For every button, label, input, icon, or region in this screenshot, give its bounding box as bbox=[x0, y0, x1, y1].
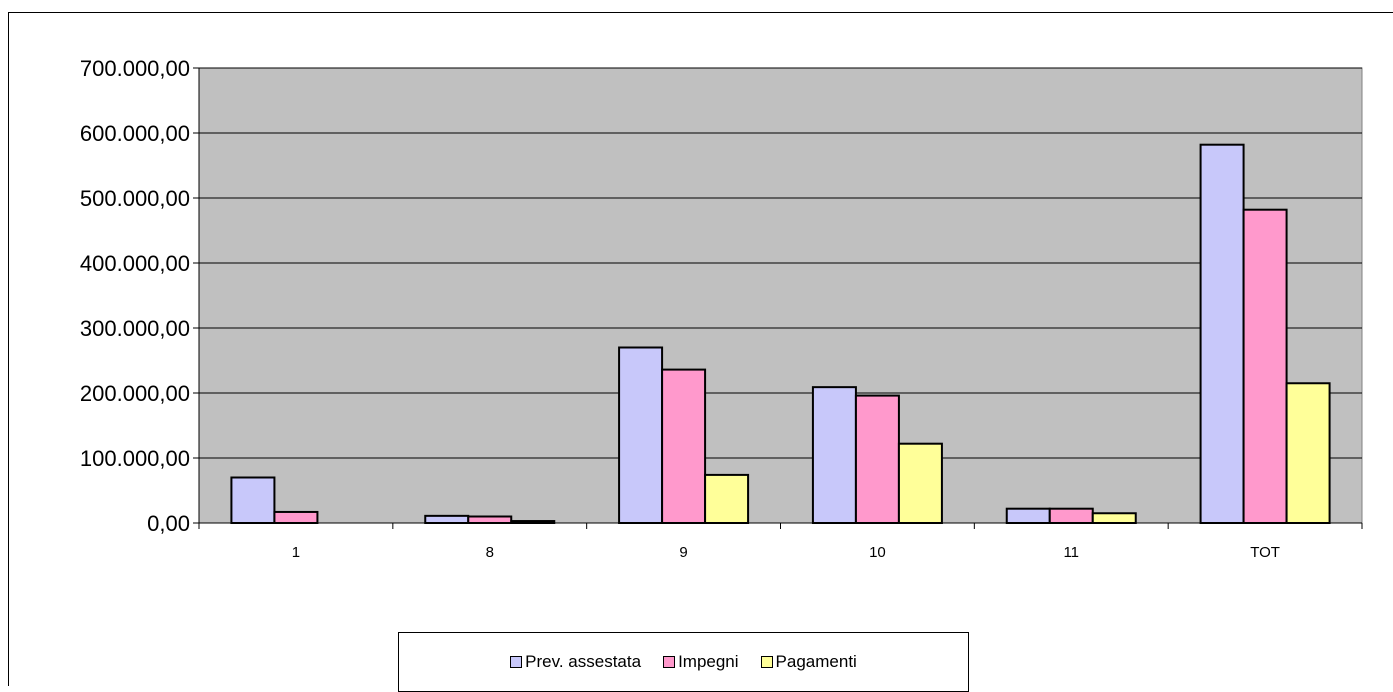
x-tick-label: 9 bbox=[679, 544, 687, 561]
x-tick-label: 1 bbox=[292, 544, 300, 561]
legend-label: Prev. assestata bbox=[525, 652, 642, 671]
bar bbox=[854, 394, 900, 525]
y-tick-label: 600.000,00 bbox=[80, 121, 190, 146]
x-tick-label: 11 bbox=[1063, 544, 1079, 561]
y-tick-label: 400.000,00 bbox=[80, 251, 190, 276]
bar bbox=[1242, 208, 1288, 524]
gridlines bbox=[199, 67, 1362, 459]
x-tick-label: 8 bbox=[486, 544, 494, 561]
bar bbox=[1285, 382, 1331, 524]
bar bbox=[811, 386, 857, 524]
y-axis: 0,00 100.000,00 200.000,00 300.000,00 400.00… bbox=[80, 56, 200, 536]
bar bbox=[424, 514, 470, 524]
bar bbox=[704, 473, 750, 524]
x-tick-label: TOT bbox=[1250, 544, 1280, 561]
y-tick-label: 0,00 bbox=[147, 511, 190, 536]
y-tick-label: 200.000,00 bbox=[80, 381, 190, 406]
bar bbox=[1048, 507, 1094, 525]
legend-swatch bbox=[663, 656, 676, 668]
legend-label: Impegni bbox=[678, 652, 739, 671]
bar bbox=[1005, 507, 1051, 525]
bar bbox=[1091, 512, 1137, 524]
y-tick-label: 700.000,00 bbox=[80, 56, 190, 81]
legend-item: Pagamenti bbox=[760, 652, 857, 672]
legend-swatch bbox=[510, 656, 523, 668]
bar bbox=[230, 476, 276, 524]
plot-area bbox=[198, 67, 1363, 524]
legend-label: Pagamenti bbox=[775, 652, 857, 671]
bar bbox=[1199, 143, 1245, 524]
x-tick-label: 10 bbox=[869, 544, 886, 561]
legend-swatch bbox=[760, 656, 773, 668]
legend-item: Prev. assestata bbox=[510, 652, 641, 672]
x-axis: 1 8 9 10 11 TOT bbox=[198, 522, 1363, 561]
y-tick-label: 100.000,00 bbox=[80, 446, 190, 471]
bar bbox=[467, 515, 513, 524]
bar bbox=[661, 368, 707, 524]
legend-item: Impegni bbox=[663, 652, 739, 672]
bar bbox=[618, 346, 664, 524]
y-tick-label: 500.000,00 bbox=[80, 186, 190, 211]
legend: Prev. assestata Impegni Pagamenti bbox=[398, 632, 969, 692]
bar bbox=[273, 510, 319, 525]
y-tick-label: 300.000,00 bbox=[80, 316, 190, 341]
bar bbox=[897, 442, 943, 525]
bars bbox=[230, 143, 1331, 525]
